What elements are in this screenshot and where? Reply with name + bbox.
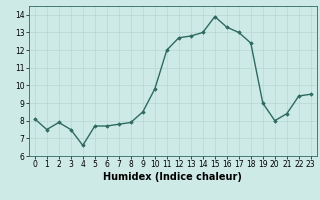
X-axis label: Humidex (Indice chaleur): Humidex (Indice chaleur)	[103, 172, 242, 182]
